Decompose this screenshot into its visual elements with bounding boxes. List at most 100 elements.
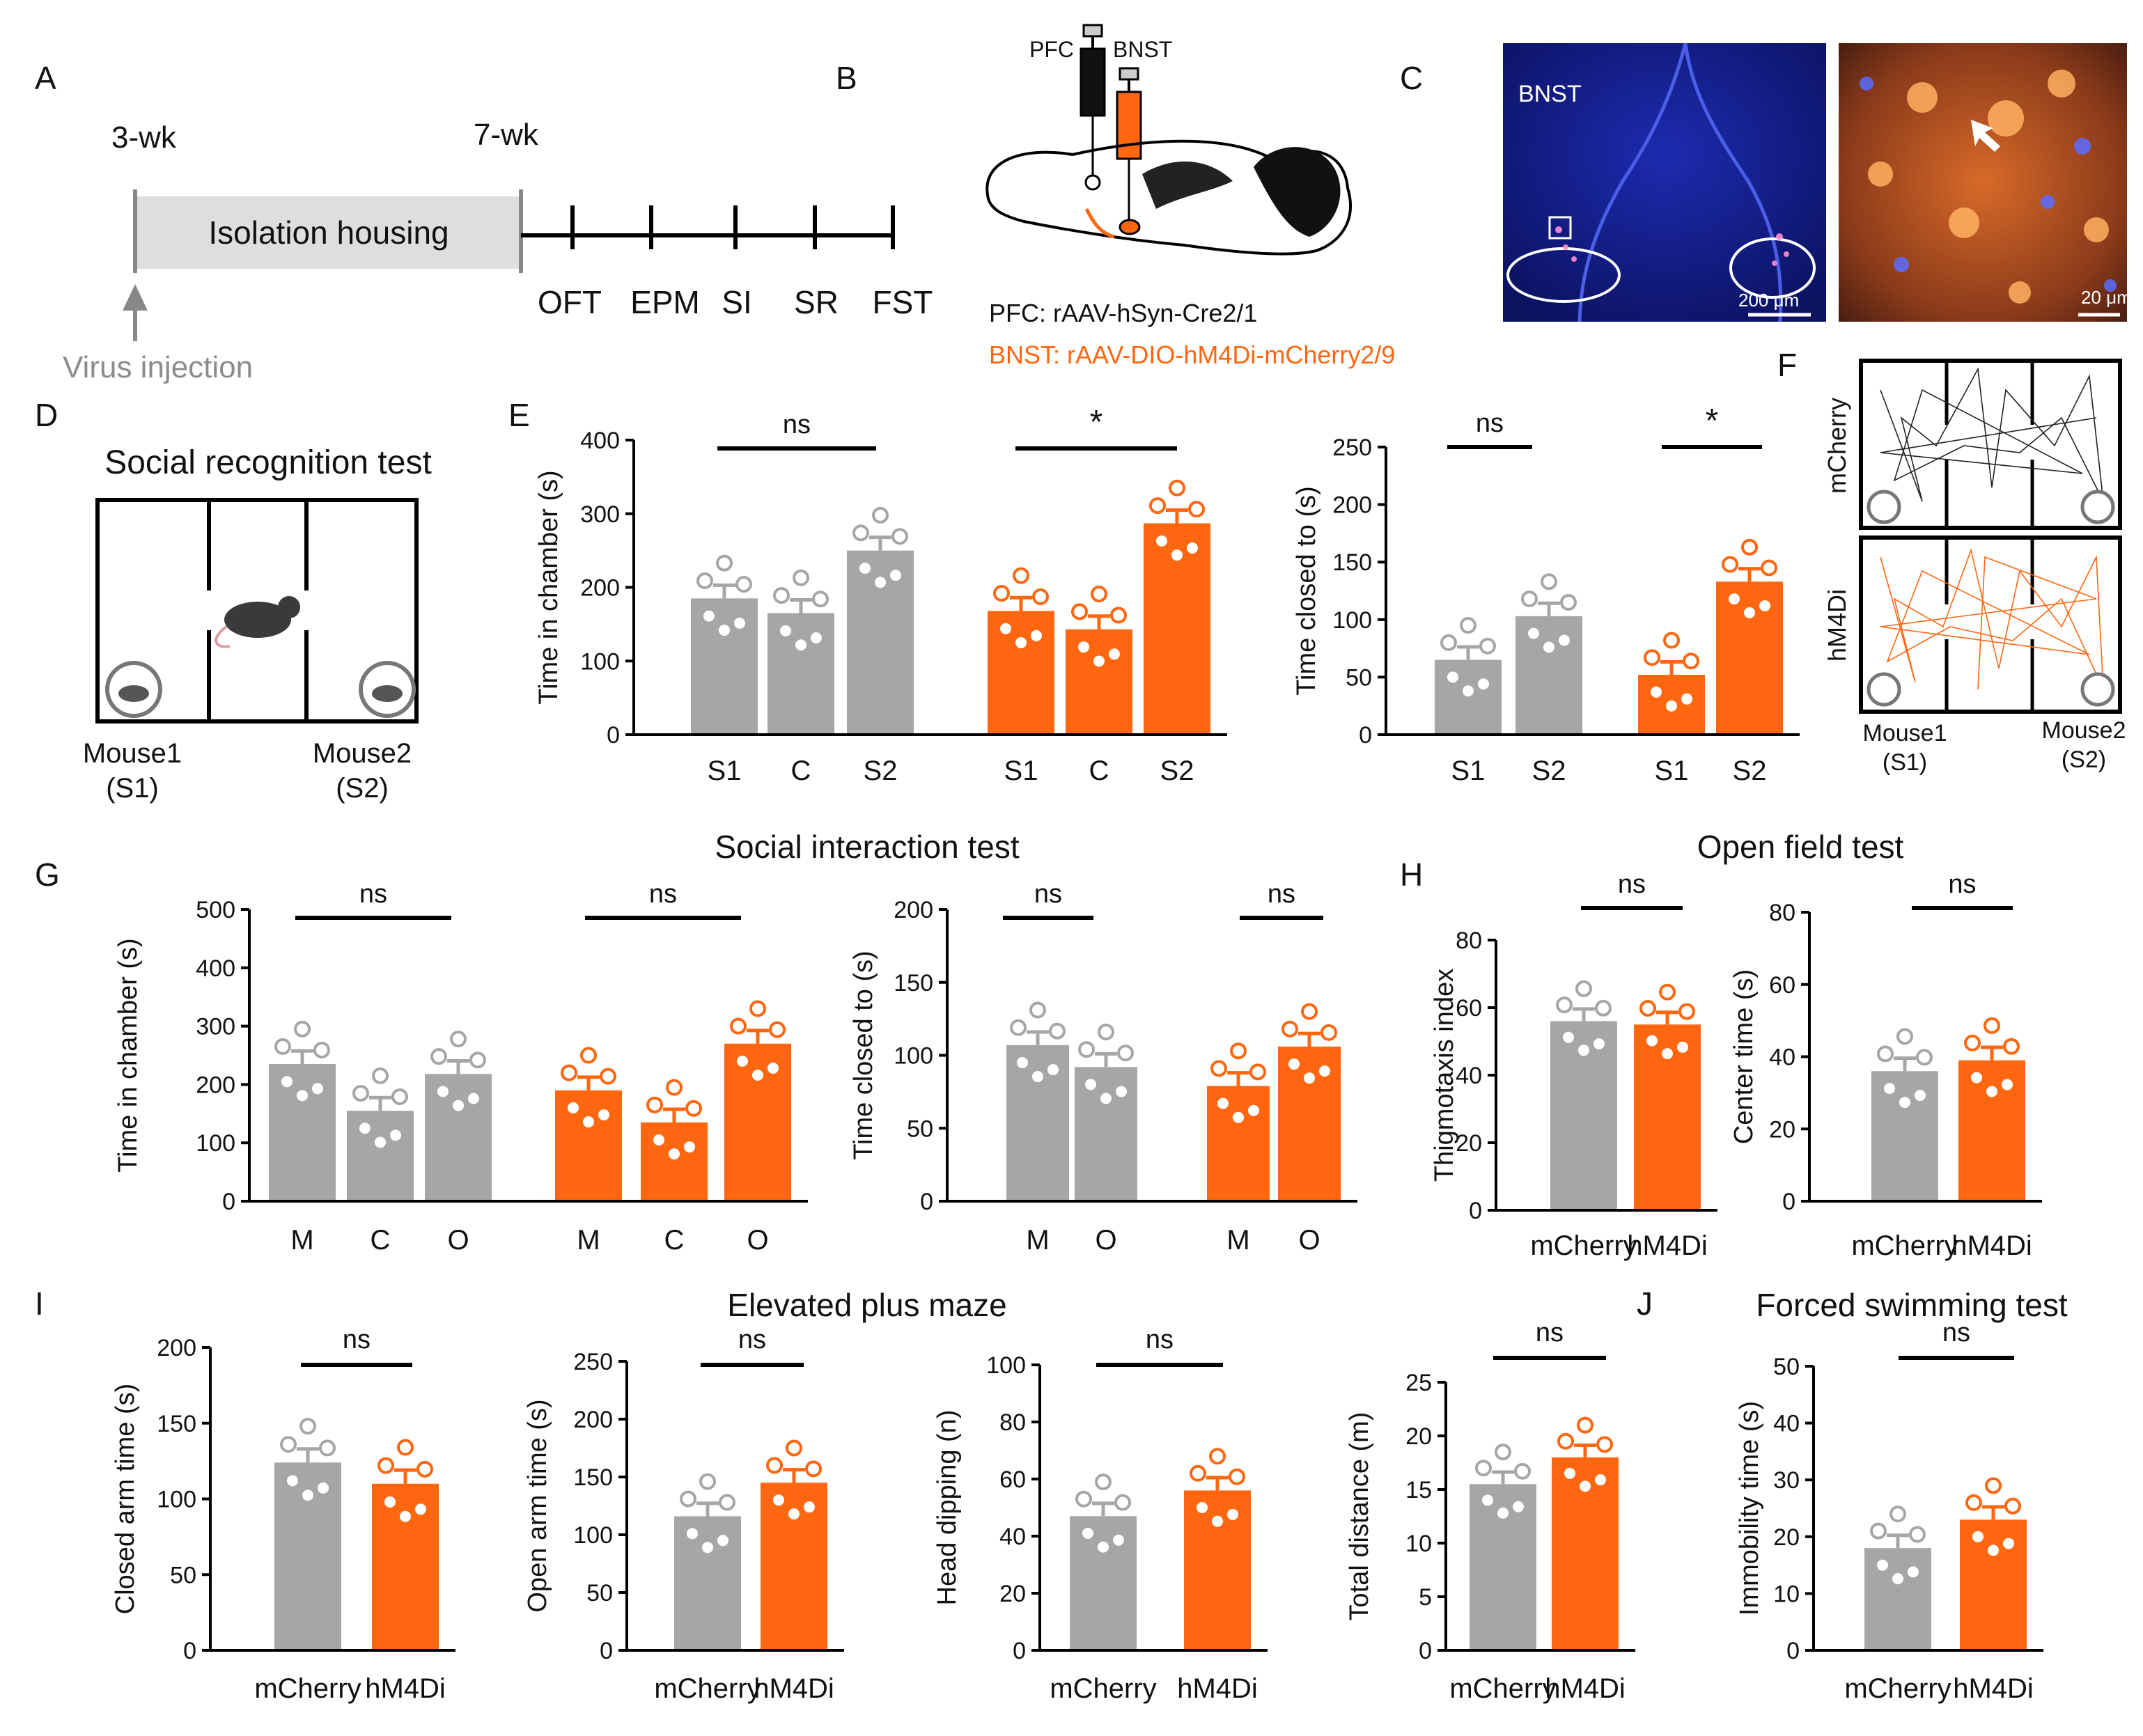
i3-ytick-label-1: 20 [999, 1581, 1026, 1607]
i3-bar-1 [1070, 1516, 1137, 1650]
test-epm: EPM [630, 284, 700, 320]
i3-point-2-1 [1190, 1464, 1206, 1482]
g1-point-2-2 [372, 1067, 389, 1084]
j1-ytick-label-5: 50 [1773, 1354, 1800, 1380]
g1-point-4-2 [580, 1047, 597, 1064]
i1-ytick-label-1: 50 [170, 1562, 196, 1588]
g2-xtick-label-2: M [1226, 1225, 1249, 1256]
isolation-label: Isolation housing [208, 214, 449, 251]
i2-point-2-4 [770, 1492, 787, 1509]
e1-point-4-2 [1013, 567, 1029, 584]
panel-label-j: J [1637, 1285, 1653, 1322]
i3-ytick-label-5: 100 [986, 1352, 1026, 1379]
panel-label-e: E [508, 397, 530, 433]
g1-point-2-1 [352, 1084, 369, 1102]
mouse-s1-icon [118, 685, 149, 702]
i2-point-2-3 [805, 1460, 822, 1478]
projection-icon [1084, 208, 1115, 239]
i4-point-2-6 [1577, 1478, 1593, 1495]
e2-ytick-label-0: 0 [1359, 722, 1372, 749]
e2-point-2-4 [1525, 625, 1542, 642]
j1-ytick-label-1: 10 [1773, 1581, 1800, 1607]
e1-ytick-label-4: 400 [580, 428, 620, 454]
g2-point-1-1 [1010, 1019, 1027, 1036]
panel-a-timeline: 3-wk 7-wk Isolation housing OFT EPM SI S… [63, 118, 933, 384]
pfc-virus-label: PFC: rAAV-hSyn-Cre2/1 [989, 299, 1257, 327]
track-path-hm4di [1880, 548, 2104, 690]
e1-point-4-5 [1028, 627, 1045, 644]
h1-point-2-2 [1659, 983, 1676, 1001]
bnst-syringe-label: BNST [1113, 37, 1172, 62]
g2-ytick-label-4: 200 [894, 897, 933, 923]
g1-point-3-6 [450, 1097, 467, 1114]
g1-point-4-4 [565, 1099, 582, 1116]
i2-point-2-5 [801, 1499, 818, 1516]
g1-ylabel: Time in chamber (s) [114, 938, 143, 1172]
j1-point-1-6 [1889, 1570, 1906, 1588]
i4-ytick-label-5: 25 [1405, 1370, 1432, 1396]
g2-point-3-4 [1215, 1095, 1231, 1112]
i3-xtick-label-1: hM4Di [1177, 1673, 1258, 1704]
g1-ytick-label-1: 100 [196, 1130, 235, 1157]
i3-ytick-label-0: 0 [1013, 1638, 1026, 1664]
g2-point-3-3 [1249, 1063, 1266, 1081]
e1-point-2-1 [773, 587, 790, 604]
e2-point-4-6 [1741, 604, 1758, 621]
e2-point-1-4 [1444, 668, 1461, 686]
f-cage-2-icon [2080, 490, 2115, 524]
h1-ytick-label-1: 20 [1456, 1130, 1482, 1157]
j1-ytick-label-4: 40 [1773, 1411, 1800, 1437]
e1-point-5-5 [1106, 646, 1123, 663]
f-mouse1-label: Mouse1 [1863, 720, 1947, 746]
h2-point-1-3 [1916, 1049, 1933, 1066]
h1-point-1-4 [1560, 1029, 1577, 1046]
g2-xtick-label-0: M [1026, 1225, 1049, 1256]
i2-bar-1 [674, 1516, 741, 1650]
hippocampus-icon [1142, 161, 1233, 209]
e2-point-3-6 [1663, 697, 1680, 714]
i1-xtick-label-1: hM4Di [365, 1673, 446, 1704]
i3-xtick-label-0: mCherry [1050, 1673, 1156, 1704]
i4-ylabel: Total distance (m) [1345, 1412, 1374, 1621]
e2-point-3-3 [1683, 652, 1699, 670]
g2-sig-label-0: ns [1034, 879, 1062, 909]
e2-point-2-5 [1556, 632, 1573, 649]
j1-sig-label-0: ns [1942, 1318, 1970, 1347]
e1-ytick-label-2: 200 [580, 575, 620, 602]
e2-ytick-label-4: 200 [1332, 492, 1372, 519]
j1-bar-2 [1960, 1519, 2027, 1650]
center-mouse-icon [215, 596, 300, 648]
h2-xtick-label-0: mCherry [1851, 1230, 1958, 1261]
e1-point-6-5 [1184, 540, 1201, 557]
h2-sig-label-0: ns [1948, 870, 1976, 899]
g2-ytick-label-0: 0 [920, 1189, 933, 1215]
e1-ylabel: Time in chamber (s) [534, 470, 563, 704]
i2-ylabel: Open arm time (s) [523, 1399, 552, 1612]
h2-xtick-label-1: hM4Di [1951, 1230, 2032, 1261]
e2-point-1-6 [1460, 682, 1476, 700]
g1-point-3-5 [465, 1090, 482, 1107]
e2-point-2-3 [1560, 594, 1577, 611]
e1-point-1-5 [731, 614, 748, 632]
g2-point-3-2 [1230, 1042, 1247, 1060]
h2-point-2-4 [1968, 1069, 1985, 1086]
e1-xtick-label-2: S2 [864, 756, 898, 786]
g1-point-4-6 [580, 1113, 597, 1131]
g1-point-2-5 [387, 1127, 404, 1144]
i3-point-1-4 [1080, 1524, 1096, 1542]
e2-point-4-4 [1726, 591, 1743, 608]
e1-point-3-2 [872, 506, 889, 524]
h1-point-1-5 [1591, 1035, 1607, 1052]
e2-point-4-5 [1756, 597, 1773, 614]
g1-point-6-2 [749, 1000, 766, 1017]
i1-point-2-2 [397, 1439, 414, 1456]
i2-ytick-label-2: 100 [573, 1522, 613, 1549]
h1-ytick-label-2: 40 [1456, 1063, 1482, 1089]
i1-point-1-2 [299, 1418, 316, 1435]
g1-point-4-5 [595, 1106, 612, 1123]
panel-label-g: G [35, 857, 60, 893]
g2-point-2-4 [1082, 1076, 1099, 1093]
test-sr: SR [794, 284, 839, 320]
g2-point-1-4 [1014, 1054, 1031, 1071]
